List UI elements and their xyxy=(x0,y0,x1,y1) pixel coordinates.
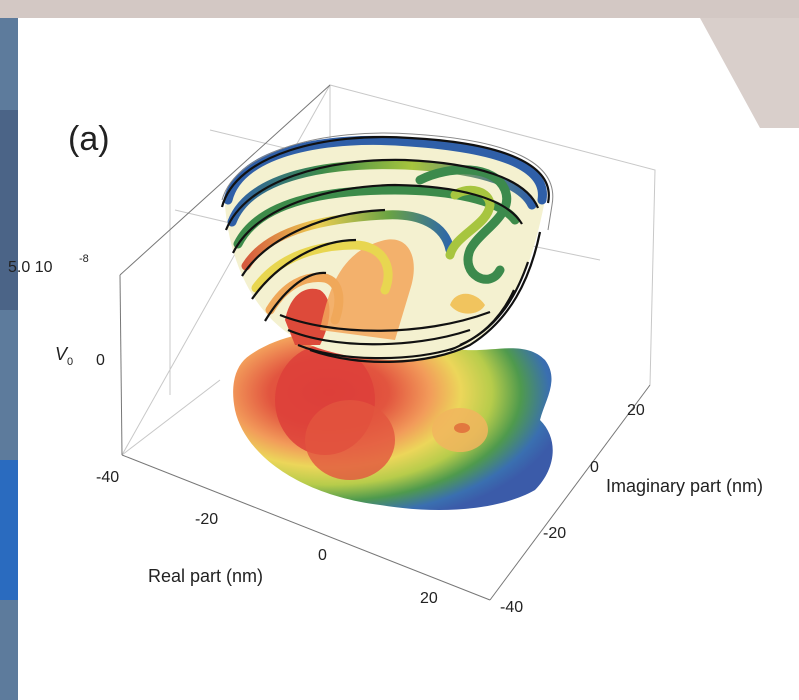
y-axis-label: Imaginary part (nm) xyxy=(606,476,763,496)
window-top-band xyxy=(0,0,799,18)
x-tick-label: -20 xyxy=(195,511,218,528)
z-axis-label-subscript: 0 xyxy=(67,356,73,368)
y-tick-label: -20 xyxy=(543,525,566,542)
z-tick-upper-exponent: -8 xyxy=(79,253,89,265)
x-axis-label: Real part (nm) xyxy=(148,566,263,586)
y-axis-ticks: -40 -20 0 20 xyxy=(500,402,645,616)
x-tick-label: 20 xyxy=(420,590,438,607)
z-tick-zero: 0 xyxy=(96,352,105,369)
y-tick-label: 20 xyxy=(627,402,645,419)
z-axis-labels: 5.0 10 -8 0 V 0 xyxy=(8,253,105,369)
base-contour-map xyxy=(233,329,553,510)
y-tick-label: -40 xyxy=(500,599,523,616)
box-axes xyxy=(119,84,651,601)
x-tick-label: 0 xyxy=(318,547,327,564)
z-tick-upper-mantissa: 5.0 10 xyxy=(8,259,53,276)
left-strip-shade xyxy=(0,110,18,310)
bowl-surface xyxy=(220,132,554,363)
y-tick-label: 0 xyxy=(590,459,599,476)
x-tick-label: -40 xyxy=(96,469,119,486)
left-strip-blue xyxy=(0,460,18,600)
x-axis-ticks: -40 -20 0 20 xyxy=(96,469,438,607)
panel-label: (a) xyxy=(68,120,110,158)
z-axis-label: V xyxy=(55,344,69,364)
